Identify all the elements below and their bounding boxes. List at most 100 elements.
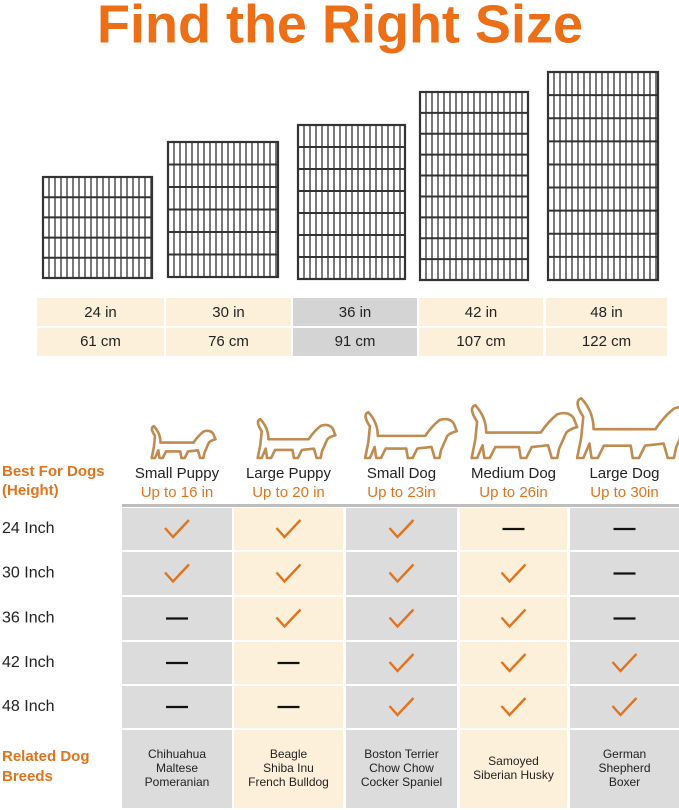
size-cell bbox=[546, 298, 667, 326]
dog-name: Large Puppy bbox=[246, 465, 332, 482]
check-mark bbox=[275, 519, 302, 539]
pen-illustration bbox=[546, 70, 660, 282]
check-mark bbox=[611, 697, 638, 717]
breed-name: Boxer bbox=[609, 775, 640, 789]
cell bbox=[460, 686, 567, 728]
breed-name: Chow Chow bbox=[369, 761, 434, 775]
header-label: Best For Dogs bbox=[2, 463, 105, 480]
cell bbox=[346, 552, 457, 595]
row-label: 30 Inch bbox=[2, 565, 54, 582]
cell bbox=[346, 508, 457, 550]
size-inches: 24 in bbox=[84, 304, 117, 321]
breed-name: Beagle bbox=[270, 747, 308, 761]
cell bbox=[346, 597, 457, 640]
pen-frame bbox=[546, 70, 660, 282]
cell bbox=[122, 508, 232, 550]
breed-name: Shepherd bbox=[598, 761, 650, 775]
size-cell bbox=[166, 298, 291, 326]
cell bbox=[234, 552, 343, 595]
size-cell bbox=[419, 328, 543, 356]
breed-name: Boston Terrier bbox=[364, 747, 438, 761]
row-label: 42 Inch bbox=[2, 654, 54, 671]
cell bbox=[570, 642, 679, 684]
cell bbox=[122, 730, 232, 808]
pen-illustration bbox=[296, 123, 407, 281]
dog-outline bbox=[575, 396, 679, 460]
dog-icon bbox=[363, 410, 459, 460]
cell bbox=[460, 642, 567, 684]
header-label: (Height) bbox=[2, 482, 59, 499]
size-cm: 107 cm bbox=[456, 333, 505, 350]
breed-name: Chihuahua bbox=[148, 747, 206, 761]
check-mark bbox=[500, 697, 527, 717]
size-cell bbox=[166, 328, 291, 356]
dog-name: Small Dog bbox=[367, 465, 436, 482]
size-cell bbox=[546, 328, 667, 356]
size-cell bbox=[293, 328, 417, 356]
cell bbox=[570, 686, 679, 728]
size-inches: 36 in bbox=[339, 304, 372, 321]
dog-name: Small Puppy bbox=[135, 465, 220, 482]
dog-name: Large Dog bbox=[589, 465, 659, 482]
dog-outline bbox=[150, 424, 217, 460]
check-mark bbox=[388, 519, 415, 539]
dog-height: Up to 26in bbox=[479, 484, 547, 501]
size-cm: 122 cm bbox=[582, 333, 631, 350]
pen-illustration bbox=[418, 90, 530, 282]
breed-name: German bbox=[603, 747, 646, 761]
pen-illustration bbox=[41, 175, 154, 280]
row-label: 24 Inch bbox=[2, 520, 54, 537]
size-inches: 30 in bbox=[212, 304, 245, 321]
row-label: 36 Inch bbox=[2, 610, 54, 627]
check-mark bbox=[164, 563, 190, 584]
check-mark bbox=[500, 608, 527, 629]
cell bbox=[570, 730, 679, 808]
cell bbox=[460, 730, 567, 808]
cell bbox=[234, 508, 343, 550]
check-mark bbox=[388, 563, 415, 584]
dog-height: Up to 30in bbox=[590, 484, 658, 501]
cell bbox=[234, 597, 343, 640]
cell bbox=[234, 730, 343, 808]
check-mark bbox=[500, 653, 527, 673]
check-mark bbox=[275, 608, 302, 629]
pen-illustration bbox=[166, 140, 280, 279]
dog-height: Up to 20 in bbox=[252, 484, 325, 501]
row-label: 48 Inch bbox=[2, 698, 54, 715]
dog-icon bbox=[575, 396, 679, 460]
size-cell bbox=[419, 298, 543, 326]
breed-name: Shiba Inu bbox=[263, 761, 314, 775]
breed-name: Samoyed bbox=[488, 754, 539, 768]
dog-outline bbox=[363, 410, 459, 460]
dog-outline bbox=[256, 417, 337, 460]
title: Find the Right Size bbox=[97, 0, 583, 54]
size-cell bbox=[37, 298, 164, 326]
breed-name: Siberian Husky bbox=[473, 768, 554, 782]
dog-name: Medium Dog bbox=[471, 465, 556, 482]
cell bbox=[346, 686, 457, 728]
breed-name: Maltese bbox=[156, 761, 198, 775]
breeds-label: Related Dog bbox=[2, 748, 90, 765]
check-mark bbox=[388, 608, 415, 629]
cell bbox=[122, 552, 232, 595]
check-mark bbox=[164, 519, 190, 539]
cell bbox=[460, 552, 567, 595]
breed-name: French Bulldog bbox=[248, 775, 329, 789]
check-mark bbox=[388, 697, 415, 717]
cell bbox=[346, 642, 457, 684]
check-mark bbox=[275, 563, 302, 584]
check-mark bbox=[388, 653, 415, 673]
breed-name: Cocker Spaniel bbox=[361, 775, 442, 789]
dog-height: Up to 23in bbox=[367, 484, 435, 501]
size-inches: 42 in bbox=[465, 304, 498, 321]
cell bbox=[346, 730, 457, 808]
dog-outline bbox=[470, 403, 579, 460]
breed-name: Pomeranian bbox=[145, 775, 210, 789]
dog-icon bbox=[150, 424, 217, 460]
breeds-label: Breeds bbox=[2, 768, 53, 785]
size-cm: 91 cm bbox=[335, 333, 376, 350]
size-cell bbox=[37, 328, 164, 356]
dog-height: Up to 16 in bbox=[141, 484, 214, 501]
